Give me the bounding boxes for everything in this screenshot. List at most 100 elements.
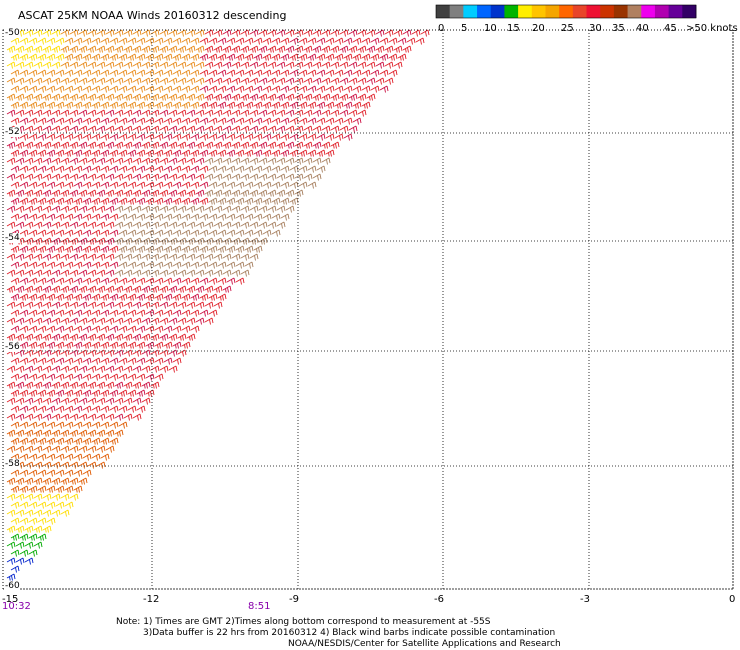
wind-barb — [42, 61, 52, 69]
wind-barb — [132, 61, 142, 69]
wind-barb — [100, 149, 110, 157]
wind-barb — [150, 237, 160, 245]
wind-barb — [235, 165, 245, 173]
wind-barb — [118, 245, 128, 253]
wind-barb — [46, 229, 56, 237]
wind-barb — [163, 213, 173, 221]
wind-barb — [82, 69, 92, 77]
wind-barb — [366, 45, 376, 53]
wind-barb — [348, 125, 358, 133]
wind-barb — [132, 301, 142, 309]
wind-barb — [100, 165, 110, 173]
wind-barb — [213, 109, 223, 117]
wind-barb — [262, 101, 272, 109]
wind-barb — [19, 261, 29, 269]
wind-barb — [168, 77, 178, 85]
wind-barb — [150, 109, 160, 117]
wind-barb — [186, 157, 196, 165]
wind-barb — [199, 101, 209, 109]
wind-barb — [208, 149, 218, 157]
wind-barb — [28, 229, 38, 237]
wind-barb — [114, 253, 124, 261]
wind-barb — [285, 45, 295, 53]
wind-barb — [96, 221, 106, 229]
wind-barb — [105, 45, 115, 53]
wind-barb — [330, 109, 340, 117]
wind-barb — [24, 109, 34, 117]
wind-barb — [352, 101, 362, 109]
wind-barb — [60, 173, 70, 181]
wind-barb — [46, 277, 56, 285]
wind-barb — [123, 45, 133, 53]
wind-barb — [294, 173, 304, 181]
wind-barb — [163, 277, 173, 285]
wind-barb — [78, 253, 88, 261]
wind-barb — [55, 229, 65, 237]
wind-barb — [163, 85, 173, 93]
wind-barb — [15, 157, 25, 165]
wind-barb — [208, 53, 218, 61]
wind-barb — [141, 253, 151, 261]
wind-barb — [78, 157, 88, 165]
wind-barb — [136, 149, 146, 157]
wind-barb — [141, 285, 151, 293]
wind-barb — [325, 53, 335, 61]
note-line-1: Note: 1) Times are GMT 2)Times along bot… — [116, 617, 491, 627]
wind-barb — [172, 245, 182, 253]
wind-barb — [87, 157, 97, 165]
wind-barb — [240, 141, 250, 149]
wind-barb — [42, 189, 52, 197]
wind-barb — [154, 53, 164, 61]
wind-barb — [262, 165, 272, 173]
wind-barb — [114, 77, 124, 85]
wind-barb — [415, 37, 425, 45]
wind-barb — [289, 197, 299, 205]
wind-barb — [235, 277, 245, 285]
wind-barb — [82, 101, 92, 109]
wind-barb — [226, 229, 236, 237]
wind-barb — [366, 61, 376, 69]
wind-barb — [55, 293, 65, 301]
wind-barb — [388, 37, 398, 45]
wind-barb — [73, 181, 83, 189]
wind-barb — [280, 53, 290, 61]
wind-barb — [172, 149, 182, 157]
wind-barb — [262, 85, 272, 93]
wind-barb — [217, 277, 227, 285]
wind-barb — [258, 93, 268, 101]
wind-barb — [64, 53, 74, 61]
wind-barb — [19, 181, 29, 189]
wind-barb — [244, 245, 254, 253]
wind-barb — [118, 117, 128, 125]
wind-barb — [249, 253, 259, 261]
scale-swatch — [477, 5, 492, 18]
wind-barb — [55, 197, 65, 205]
wind-barb — [145, 277, 155, 285]
wind-barb — [231, 61, 241, 69]
wind-barb — [181, 101, 191, 109]
wind-barb — [28, 261, 38, 269]
wind-barb — [235, 213, 245, 221]
wind-barb — [46, 53, 56, 61]
wind-barb — [6, 285, 16, 293]
wind-barb — [42, 269, 52, 277]
wind-barb — [145, 117, 155, 125]
wind-barb — [172, 69, 182, 77]
wind-barb — [222, 157, 232, 165]
wind-barb — [226, 85, 236, 93]
wind-barb — [105, 109, 115, 117]
wind-barb — [285, 109, 295, 117]
wind-barb — [24, 29, 34, 37]
wind-barb — [123, 93, 133, 101]
wind-barb — [91, 101, 101, 109]
wind-barb — [321, 61, 331, 69]
wind-barb — [285, 141, 295, 149]
wind-barb — [222, 109, 232, 117]
wind-barb — [190, 53, 200, 61]
wind-barb — [87, 61, 97, 69]
wind-barb — [244, 69, 254, 77]
wind-barb — [123, 173, 133, 181]
wind-barb — [96, 109, 106, 117]
wind-barb — [208, 229, 218, 237]
